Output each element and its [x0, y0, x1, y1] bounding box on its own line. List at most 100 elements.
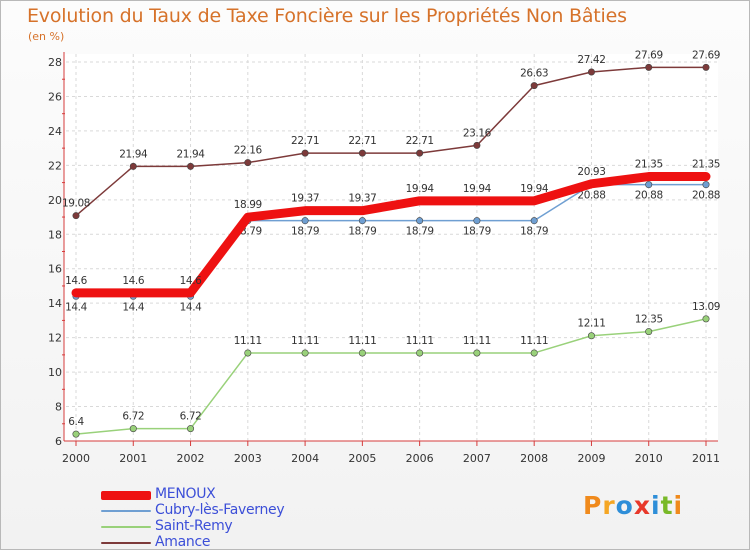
- data-label: 18.79: [291, 226, 319, 238]
- x-tick-label: 2007: [463, 452, 491, 465]
- data-label: 27.69: [692, 49, 720, 61]
- data-point: [587, 68, 595, 76]
- data-label: 22.71: [291, 135, 319, 147]
- data-label: 21.94: [177, 148, 206, 160]
- data-label: 11.11: [348, 335, 376, 347]
- data-label: 14.6: [65, 275, 87, 287]
- data-point: [645, 328, 653, 336]
- data-point: [645, 181, 653, 189]
- data-label: 27.69: [635, 49, 663, 61]
- data-label: 18.99: [234, 199, 262, 211]
- data-label: 14.4: [122, 301, 144, 313]
- legend-label: Saint-Remy: [155, 518, 233, 534]
- logo-letter: x: [633, 491, 651, 520]
- data-point: [72, 212, 80, 220]
- legend-label: MENOUX: [155, 486, 216, 502]
- y-tick-label: 22: [48, 159, 62, 172]
- legend-swatch: [101, 526, 151, 528]
- data-label: 13.09: [692, 301, 720, 313]
- chart-subtitle: (en %): [28, 30, 65, 43]
- data-label: 20.93: [577, 166, 605, 178]
- data-label: 22.16: [234, 145, 263, 157]
- series-amance: 19.08 21.94 21.94 22.16 22.71 22.71 22.71 23.16…: [62, 49, 720, 220]
- data-point: [702, 315, 710, 323]
- plot-area: [64, 54, 718, 441]
- y-tick-label: 26: [48, 90, 62, 103]
- y-tick-label: 18: [48, 228, 62, 241]
- data-label: 22.71: [406, 135, 434, 147]
- data-point: [587, 332, 595, 340]
- y-tick-label: 8: [55, 401, 62, 414]
- data-label: 11.11: [406, 335, 434, 347]
- legend-swatch: [101, 490, 151, 500]
- data-label: 21.35: [692, 159, 720, 171]
- series-menoux: 14.6 14.6 14.6 18.99 19.37 19.37 19.94 19.94 19.…: [65, 159, 720, 298]
- data-label: 20.88: [692, 190, 720, 202]
- y-tick-label: 20: [48, 194, 62, 207]
- data-point: [530, 217, 538, 225]
- logo-letter: o: [615, 491, 634, 520]
- x-tick-label: 2001: [119, 452, 147, 465]
- data-label: 14.6: [180, 275, 202, 287]
- series-line: [71, 172, 711, 298]
- series-line: [75, 318, 707, 435]
- y-tick-label: 24: [48, 125, 62, 138]
- data-label: 21.94: [119, 148, 148, 160]
- data-label: 14.4: [65, 301, 87, 313]
- x-tick-label: 2010: [635, 452, 663, 465]
- x-tick-label: 2006: [406, 452, 434, 465]
- legend-item: Amance: [101, 534, 361, 549]
- data-label: 19.37: [348, 193, 376, 205]
- data-label: 11.11: [463, 335, 491, 347]
- y-tick-label: 6: [55, 435, 62, 448]
- x-tick-label: 2008: [520, 452, 548, 465]
- data-point: [473, 217, 481, 225]
- data-label: 20.88: [577, 190, 605, 202]
- data-label: 19.08: [62, 198, 90, 210]
- data-point: [530, 82, 538, 90]
- data-label: 11.11: [520, 335, 548, 347]
- logo-letter: i: [673, 491, 684, 520]
- data-label: 20.88: [635, 190, 663, 202]
- data-label: 21.35: [635, 159, 663, 171]
- chart-title: Evolution du Taux de Taxe Foncière sur l…: [27, 5, 627, 27]
- data-label: 14.6: [122, 275, 144, 287]
- x-tick-label: 2004: [291, 452, 319, 465]
- data-point: [645, 63, 653, 71]
- data-point: [416, 217, 424, 225]
- chart-legend: MENOUX Cubry-lès-Faverney Saint-Remy Amance: [101, 486, 361, 549]
- data-label: 22.71: [348, 135, 376, 147]
- data-point: [129, 162, 137, 170]
- legend-swatch: [101, 510, 151, 512]
- data-label: 19.37: [291, 193, 319, 205]
- legend-swatch: [101, 542, 151, 544]
- data-label: 18.79: [348, 226, 376, 238]
- data-point: [358, 149, 366, 157]
- series-saint-remy: 6.4 6.72 6.72 11.11 11.11 11.11 11.11 11.11 11.1…: [68, 301, 720, 438]
- x-tick-label: 2009: [577, 452, 605, 465]
- data-point: [129, 425, 137, 433]
- legend-item: Saint-Remy: [101, 518, 361, 535]
- data-label: 19.94: [520, 183, 549, 195]
- data-point: [187, 425, 195, 433]
- data-point: [358, 217, 366, 225]
- data-point: [416, 349, 424, 357]
- data-point: [416, 149, 424, 157]
- x-tick-label: 2003: [234, 452, 262, 465]
- x-tick-label: 2011: [692, 452, 720, 465]
- data-point: [301, 349, 309, 357]
- legend-label: Cubry-lès-Faverney: [155, 502, 285, 518]
- data-label: 26.63: [520, 68, 548, 80]
- data-point: [473, 141, 481, 149]
- legend-item: MENOUX: [101, 486, 361, 503]
- data-point: [358, 349, 366, 357]
- logo-letter: t: [660, 491, 674, 520]
- data-label: 14.4: [180, 301, 202, 313]
- x-tick-label: 2005: [348, 452, 376, 465]
- logo-letter: r: [602, 491, 616, 520]
- legend-item: Cubry-lès-Faverney: [101, 502, 361, 519]
- logo-letter: P: [583, 491, 603, 520]
- data-point: [244, 159, 252, 167]
- data-label: 11.11: [234, 335, 262, 347]
- data-point: [244, 349, 252, 357]
